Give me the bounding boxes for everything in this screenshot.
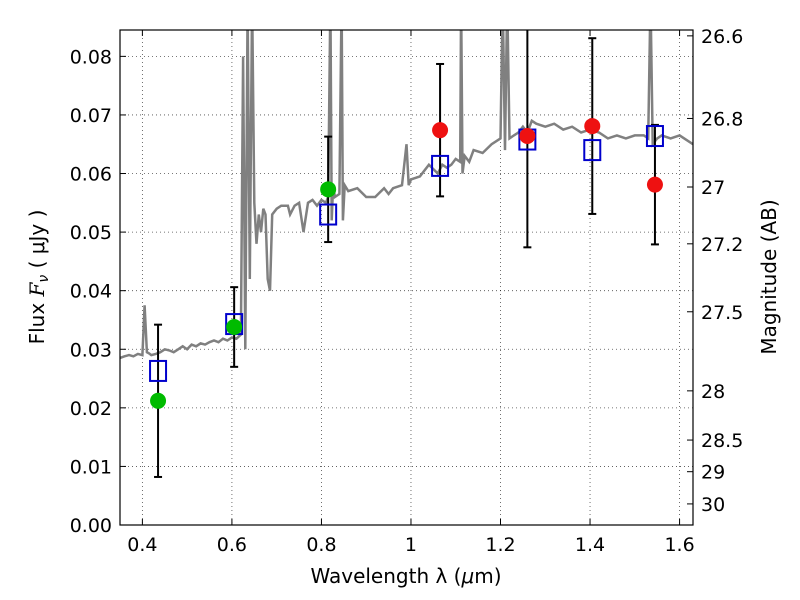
- y2-axis-label: Magnitude (AB): [757, 199, 781, 354]
- model-flux-box: [431, 154, 450, 177]
- mag-tick-label: 28: [701, 381, 725, 403]
- y-tick-label: 0.02: [70, 398, 112, 420]
- x-tick-label: 0.4: [127, 534, 157, 556]
- model-flux-box: [149, 359, 168, 382]
- photometry-point: [646, 176, 663, 193]
- plot-frame: [119, 29, 694, 526]
- data-points: [149, 30, 664, 478]
- model-spectrum-line: [120, 30, 693, 360]
- photometry-point: [226, 319, 243, 335]
- y-tick-label: 0.08: [70, 46, 112, 68]
- x-tick-label: 0.6: [217, 534, 247, 556]
- y-tick-label: 0.06: [70, 164, 112, 186]
- y-axis-label: Flux Fν ( μJy ): [25, 210, 52, 345]
- x-tick-label: 1.6: [664, 534, 694, 556]
- grid-lines: [120, 30, 693, 525]
- photometry-point: [519, 128, 536, 145]
- x-tick-label: 0.8: [306, 534, 336, 556]
- mag-tick-label: 26.6: [701, 26, 743, 48]
- photometry-point: [584, 118, 601, 135]
- y-tick-label: 0.00: [70, 515, 112, 537]
- mag-tick-label: 28.5: [701, 430, 743, 452]
- x-tick-label: 1.4: [575, 534, 605, 556]
- model-flux-box: [319, 203, 338, 226]
- mag-tick-label: 27.5: [701, 302, 743, 324]
- mag-tick-label: 27.2: [701, 234, 743, 256]
- x-axis-label: Wavelength λ (μm): [310, 564, 501, 588]
- y-tick-label: 0.07: [70, 105, 112, 127]
- photometry-point: [432, 122, 449, 139]
- y-tick-label: 0.03: [70, 339, 112, 361]
- y-tick-label: 0.05: [70, 222, 112, 244]
- mag-tick-label: 26.8: [701, 108, 743, 130]
- x-tick-label: 1.2: [485, 534, 515, 556]
- photometry-point: [150, 392, 167, 409]
- axis-ticks: 0.4 0.6 0.8 1 1.2 1.4 1.6 0.00 0.01 0.02 0.03 0.04 0…: [70, 26, 744, 556]
- mag-tick-label: 29: [701, 462, 725, 484]
- y-tick-label: 0.01: [70, 456, 112, 478]
- photometry-point: [320, 181, 337, 198]
- mag-tick-label: 30: [701, 494, 725, 516]
- model-flux-box: [583, 139, 602, 162]
- model-flux-box: [645, 125, 664, 148]
- x-tick-label: 1: [405, 534, 417, 556]
- mag-tick-label: 27: [701, 177, 725, 199]
- y-tick-label: 0.04: [70, 281, 112, 303]
